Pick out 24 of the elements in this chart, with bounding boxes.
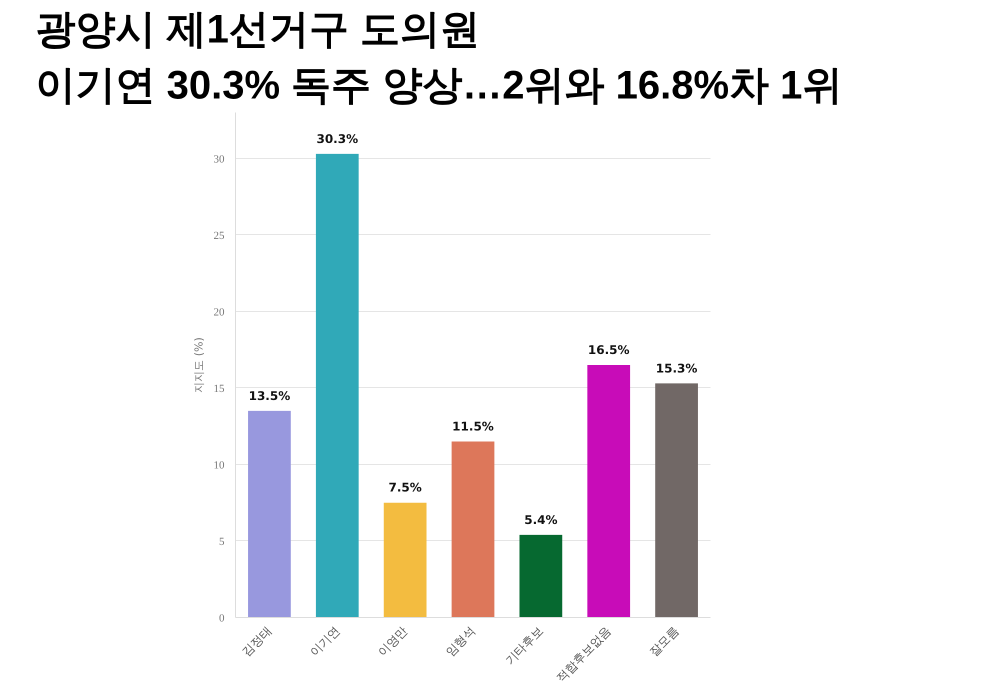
data-label: 30.3% xyxy=(316,132,358,146)
y-tick-label: 0 xyxy=(219,612,225,624)
y-axis-title: 지지도 (%) xyxy=(192,337,206,393)
data-label: 5.4% xyxy=(524,512,558,527)
data-label: 11.5% xyxy=(452,420,494,434)
y-tick-label: 20 xyxy=(214,306,225,318)
bar xyxy=(316,154,359,618)
bar xyxy=(655,383,698,618)
data-label: 15.3% xyxy=(656,361,698,376)
data-label: 7.5% xyxy=(388,480,422,495)
data-label: 13.5% xyxy=(248,388,290,403)
bar xyxy=(248,410,291,618)
data-label: 16.5% xyxy=(588,343,630,357)
bar xyxy=(519,534,562,618)
y-tick-label: 5 xyxy=(219,536,225,548)
y-tick-label: 25 xyxy=(214,230,225,242)
bar xyxy=(452,442,494,618)
y-tick-label: 15 xyxy=(214,382,225,395)
chart-subtitle: 이기연 30.3% 독주 양상…2위와 16.8%차 1위 xyxy=(36,64,842,108)
bar xyxy=(587,365,630,618)
y-tick-label: 10 xyxy=(214,459,225,472)
chart-title: 광양시 제1선거구 도의원 xyxy=(36,8,480,52)
y-tick-label: 30 xyxy=(214,153,225,166)
bar xyxy=(384,502,427,618)
